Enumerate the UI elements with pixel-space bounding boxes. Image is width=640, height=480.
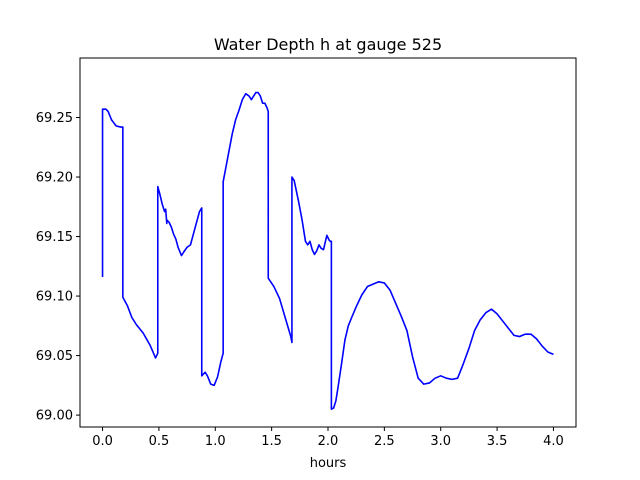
- x-tick-label: 3.5: [487, 434, 508, 449]
- y-axis-ticks: 69.00 69.05 69.10 69.15 69.20 69.25: [36, 111, 80, 424]
- x-tick-label: 2.0: [318, 434, 339, 449]
- y-tick-label: 69.05: [36, 349, 73, 364]
- y-tick-label: 69.00: [36, 409, 73, 424]
- x-axis-label: hours: [310, 456, 347, 471]
- x-tick-label: 1.0: [205, 434, 226, 449]
- series-line-0: [101, 91, 554, 410]
- y-tick-label: 69.15: [36, 230, 73, 245]
- x-axis-ticks: 0.0 0.5 1.0 1.5 2.0 2.5 3.0 3.5 4.0: [92, 427, 564, 449]
- x-tick-label: 0.5: [149, 434, 170, 449]
- y-tick-label: 69.20: [36, 171, 73, 186]
- x-tick-label: 3.0: [430, 434, 451, 449]
- x-tick-label: 0.0: [92, 434, 113, 449]
- x-tick-label: 4.0: [543, 434, 564, 449]
- y-tick-label: 69.10: [36, 290, 73, 305]
- x-tick-label: 2.5: [374, 434, 395, 449]
- x-tick-label: 1.5: [261, 434, 282, 449]
- chart-title: Water Depth h at gauge 525: [214, 35, 442, 54]
- y-tick-label: 69.25: [36, 111, 73, 126]
